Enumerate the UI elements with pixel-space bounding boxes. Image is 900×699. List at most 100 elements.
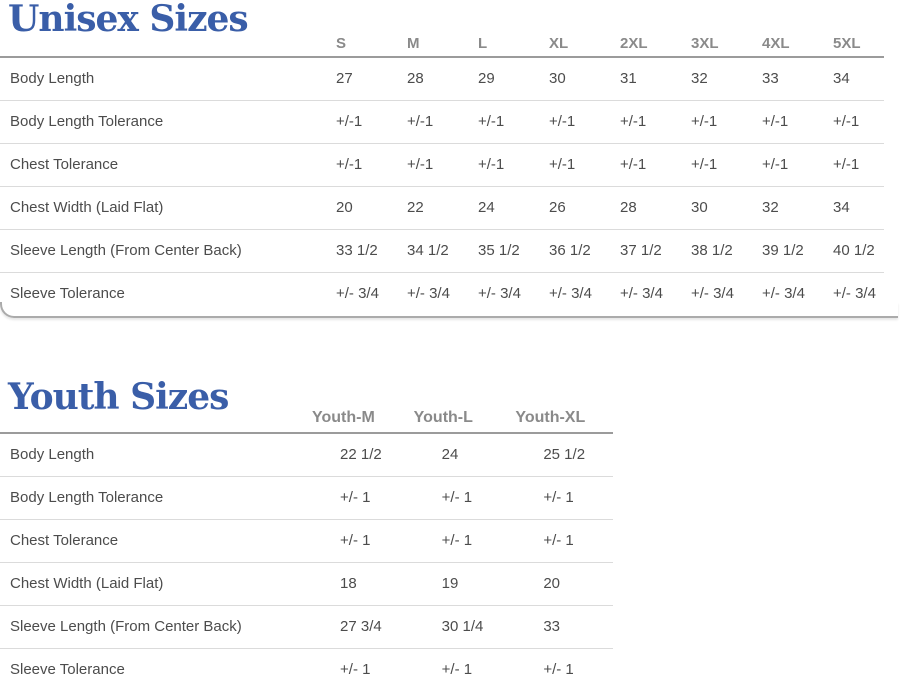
- unisex-column-header-2xl: 2XL: [600, 30, 671, 58]
- size-value: +/-1: [316, 143, 387, 187]
- size-value: 34: [813, 186, 884, 230]
- unisex-table-row: Sleeve Tolerance +/- 3/4 +/- 3/4 +/- 3/4 +/-…: [0, 272, 884, 315]
- panel-bottom-edge: [0, 302, 898, 318]
- unisex-table-row: Body Length 27 28 29 30 31 32 33 34: [0, 57, 884, 101]
- size-value: +/-1: [387, 143, 458, 187]
- size-value: +/- 1: [340, 661, 371, 679]
- size-value: +/-1: [529, 100, 600, 144]
- size-value: 28: [600, 186, 671, 230]
- size-value: +/- 3/4: [620, 285, 663, 303]
- size-value: 36 1/2: [529, 229, 600, 273]
- size-value: 31: [600, 57, 671, 101]
- size-value: 30: [529, 57, 600, 101]
- row-label: Sleeve Tolerance: [10, 661, 125, 679]
- size-value: 22: [387, 186, 458, 230]
- size-value: +/-1: [813, 100, 884, 144]
- size-value: +/- 1: [308, 476, 410, 520]
- row-label: Chest Width (Laid Flat): [0, 186, 316, 230]
- size-value: 37 1/2: [600, 229, 671, 273]
- row-label: Chest Width (Laid Flat): [0, 562, 309, 606]
- size-value: +/-1: [458, 143, 529, 187]
- size-value: +/-1: [316, 100, 387, 144]
- size-value: +/-1: [813, 143, 884, 187]
- unisex-column-header-m: M: [387, 30, 458, 58]
- size-value: 24: [409, 433, 512, 477]
- unisex-table-row: Chest Tolerance +/-1 +/-1 +/-1 +/-1 +/-1 +/-1 +…: [0, 143, 884, 187]
- size-value: +/- 3/4: [549, 285, 592, 303]
- size-value: +/-1: [742, 100, 813, 144]
- size-value: 40 1/2: [813, 229, 884, 273]
- unisex-header-row: S M L XL 2XL 3XL 4XL 5XL: [0, 30, 884, 58]
- size-value: 26: [529, 186, 600, 230]
- row-label: Sleeve Tolerance: [10, 285, 125, 303]
- size-value: +/- 3/4: [833, 285, 876, 303]
- size-value: +/- 1: [409, 476, 512, 520]
- size-value: +/-1: [600, 100, 671, 144]
- size-value: 32: [671, 57, 742, 101]
- size-value: 34: [813, 57, 884, 101]
- size-value: 33 1/2: [316, 229, 387, 273]
- unisex-column-header-s: S: [316, 30, 387, 58]
- size-value: +/-1: [671, 100, 742, 144]
- unisex-column-header-l: L: [458, 30, 529, 58]
- row-label: Sleeve Length (From Center Back): [0, 605, 309, 649]
- size-value: +/-1: [671, 143, 742, 187]
- youth-table-row: Body Length 22 1/2 24 25 1/2: [0, 433, 613, 477]
- size-value: +/- 3/4: [478, 285, 521, 303]
- size-value: 24: [458, 186, 529, 230]
- size-value: 28: [387, 57, 458, 101]
- youth-column-header-youth-m: Youth-M: [308, 403, 410, 434]
- size-value: 20: [316, 186, 387, 230]
- youth-table-row: Chest Width (Laid Flat) 18 19 20: [0, 562, 613, 606]
- size-value: +/- 3/4: [762, 285, 805, 303]
- unisex-column-header-4xl: 4XL: [742, 30, 813, 58]
- size-value: +/- 1: [409, 519, 512, 563]
- size-value: +/- 3/4: [691, 285, 734, 303]
- youth-column-header-youth-xl: Youth-XL: [511, 403, 613, 434]
- row-label: Body Length: [0, 433, 309, 477]
- size-value: +/- 1: [511, 476, 613, 520]
- youth-header-empty-cell: [0, 403, 309, 434]
- row-label: Chest Tolerance: [0, 519, 309, 563]
- size-value: 22 1/2: [308, 433, 410, 477]
- unisex-table-row: Chest Width (Laid Flat) 20 22 24 26 28 30 32 34: [0, 186, 884, 230]
- youth-table-row: Chest Tolerance +/- 1 +/- 1 +/- 1: [0, 519, 613, 563]
- size-value: 33: [742, 57, 813, 101]
- size-value: 27 3/4: [308, 605, 410, 649]
- size-value: +/-1: [387, 100, 458, 144]
- unisex-column-header-xl: XL: [529, 30, 600, 58]
- youth-table-row: Sleeve Length (From Center Back) 27 3/4 30…: [0, 605, 613, 649]
- size-value: +/- 1: [511, 519, 613, 563]
- size-value: +/- 1: [543, 661, 574, 679]
- youth-header-row: Youth-M Youth-L Youth-XL: [0, 403, 613, 434]
- size-value: 30 1/4: [409, 605, 512, 649]
- unisex-table-row: Body Length Tolerance +/-1 +/-1 +/-1 +/-1 +/-…: [0, 100, 884, 144]
- size-value: 25 1/2: [511, 433, 613, 477]
- size-value: 30: [671, 186, 742, 230]
- size-value: 38 1/2: [671, 229, 742, 273]
- size-value: +/-1: [742, 143, 813, 187]
- size-value: 20: [511, 562, 613, 606]
- size-value: +/- 3/4: [336, 285, 379, 303]
- size-value: +/-1: [458, 100, 529, 144]
- size-value: +/-1: [600, 143, 671, 187]
- size-value: +/- 3/4: [407, 285, 450, 303]
- row-label: Body Length Tolerance: [0, 476, 309, 520]
- size-value: 33: [511, 605, 613, 649]
- size-value: +/-1: [529, 143, 600, 187]
- size-value: 18: [308, 562, 410, 606]
- size-value: 19: [409, 562, 512, 606]
- size-value: 35 1/2: [458, 229, 529, 273]
- unisex-column-header-3xl: 3XL: [671, 30, 742, 58]
- row-label: Sleeve Length (From Center Back): [0, 229, 316, 273]
- size-value: 34 1/2: [387, 229, 458, 273]
- size-value: 32: [742, 186, 813, 230]
- youth-table-row: Body Length Tolerance +/- 1 +/- 1 +/- 1: [0, 476, 613, 520]
- unisex-column-header-5xl: 5XL: [813, 30, 884, 58]
- unisex-sizes-table: S M L XL 2XL 3XL 4XL 5XL Body Length 27 28 29 30 31 3…: [0, 30, 884, 315]
- unisex-header-empty-cell: [0, 30, 316, 58]
- youth-sizes-table: Youth-M Youth-L Youth-XL Body Length 22 1/2…: [0, 403, 613, 691]
- row-label: Chest Tolerance: [0, 143, 316, 187]
- youth-column-header-youth-l: Youth-L: [409, 403, 512, 434]
- size-value: 29: [458, 57, 529, 101]
